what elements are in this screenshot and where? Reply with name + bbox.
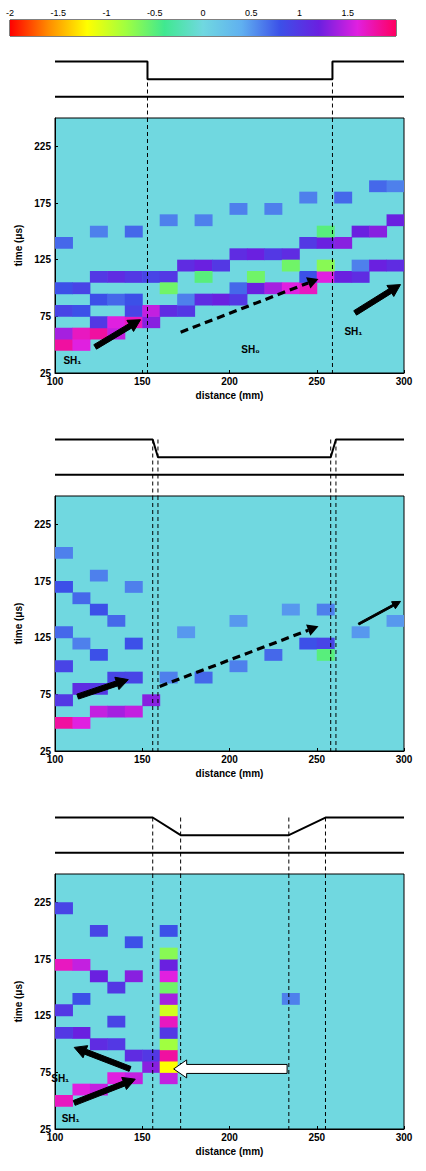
svg-text:300: 300 [396,754,413,765]
svg-text:200: 200 [221,376,238,387]
svg-text:1.5: 1.5 [341,8,354,18]
svg-text:-1.5: -1.5 [50,8,66,18]
svg-text:0.5: 0.5 [245,8,258,18]
svg-text:300: 300 [396,1132,413,1143]
svg-text:time (μs): time (μs) [13,603,24,645]
svg-text:0: 0 [200,8,205,18]
svg-text:175: 175 [34,198,51,209]
svg-text:time (μs): time (μs) [13,981,24,1023]
svg-text:SH₀: SH₀ [241,344,259,355]
svg-text:distance (mm): distance (mm) [196,768,264,779]
svg-text:25: 25 [39,745,51,757]
svg-text:225: 225 [34,141,51,152]
svg-text:150: 150 [134,376,151,387]
svg-text:SH₁: SH₁ [62,1113,80,1124]
svg-text:175: 175 [34,954,51,965]
svg-text:75: 75 [40,311,52,322]
svg-text:distance (mm): distance (mm) [196,390,264,401]
svg-text:75: 75 [40,689,52,700]
svg-text:SH₁: SH₁ [51,1073,69,1084]
svg-text:SH₁: SH₁ [63,355,81,366]
svg-text:225: 225 [34,897,51,908]
svg-text:-2: -2 [6,8,14,18]
svg-text:150: 150 [134,754,151,765]
svg-text:250: 250 [308,1132,325,1143]
svg-text:200: 200 [221,754,238,765]
svg-text:75: 75 [40,1067,52,1078]
svg-text:175: 175 [34,576,51,587]
svg-text:distance (mm): distance (mm) [196,1146,264,1157]
svg-text:25: 25 [39,1123,51,1135]
svg-text:150: 150 [134,1132,151,1143]
svg-text:time (μs): time (μs) [13,225,24,267]
svg-text:250: 250 [308,376,325,387]
svg-text:-1: -1 [102,8,110,18]
svg-text:25: 25 [39,367,51,379]
svg-text:100: 100 [47,376,64,387]
svg-text:SH₁: SH₁ [344,326,362,337]
svg-text:250: 250 [308,754,325,765]
svg-text:100: 100 [47,1132,64,1143]
svg-text:200: 200 [221,1132,238,1143]
svg-text:300: 300 [396,376,413,387]
svg-text:125: 125 [34,1010,51,1021]
svg-text:-0.5: -0.5 [147,8,163,18]
svg-text:125: 125 [34,632,51,643]
svg-text:1: 1 [297,8,302,18]
svg-text:100: 100 [47,754,64,765]
svg-text:225: 225 [34,519,51,530]
svg-text:125: 125 [34,254,51,265]
